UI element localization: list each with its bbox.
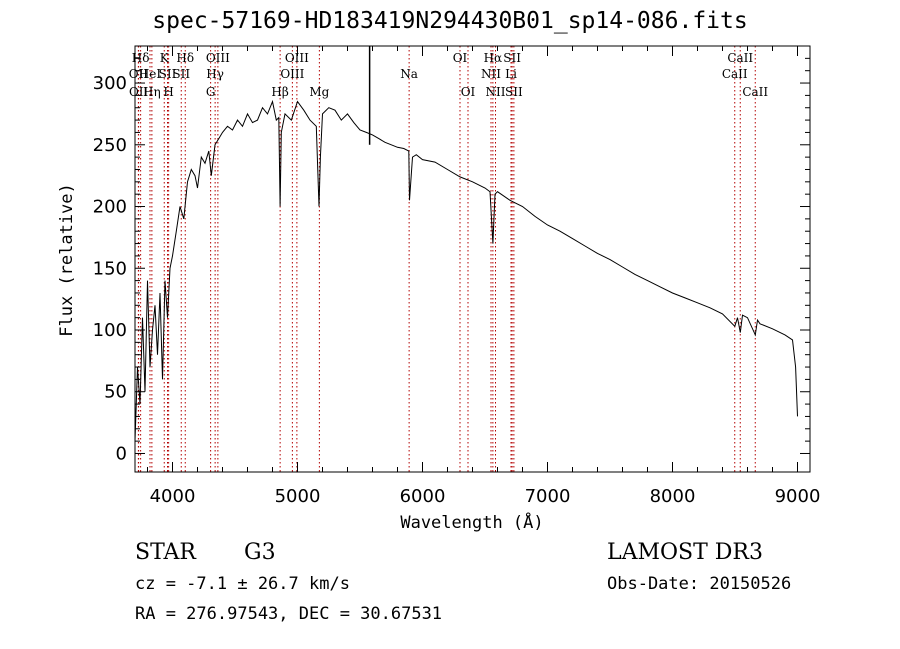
plot-frame <box>134 45 811 473</box>
line-marker-label-9: SII <box>172 67 190 81</box>
x-tick-label-1: 5000 <box>275 486 321 507</box>
line-marker-label-10: OIII <box>206 51 230 65</box>
y-tick-label-6: 300 <box>93 73 127 94</box>
line-marker-label-0: Hδ <box>132 51 150 65</box>
line-marker-label-17: Na <box>400 67 418 81</box>
axis-tick-labels-layer: 4000 5000 6000 7000 8000 9000 0 50 100 150 200 250 3… <box>93 73 821 507</box>
line-marker-label-11: Hγ <box>206 67 224 81</box>
observation-date: Obs-Date: 20150526 <box>607 574 792 594</box>
x-tick-label-2: 6000 <box>400 486 446 507</box>
line-marker-label-21: NII <box>481 67 501 81</box>
line-marker-label-24: Li <box>505 67 517 81</box>
x-tick-label-3: 7000 <box>525 486 571 507</box>
x-tick-label-0: 4000 <box>150 486 196 507</box>
line-marker-label-4: Hη <box>143 85 161 99</box>
line-marker-label-23: SII <box>503 51 521 65</box>
y-tick-label-3: 150 <box>93 258 127 279</box>
x-tick-label-5: 9000 <box>775 486 821 507</box>
line-marker-label-28: CaII <box>742 85 768 99</box>
line-marker-label-7: H <box>163 85 173 99</box>
line-marker-label-22: NII <box>486 85 506 99</box>
flux-series-line <box>134 99 798 442</box>
y-tick-label-0: 0 <box>116 443 127 464</box>
x-tick-label-4: 8000 <box>650 486 696 507</box>
line-marker-label-19: OI <box>461 85 476 99</box>
line-marker-label-3: HeI <box>139 67 162 81</box>
line-markers-layer <box>137 46 756 472</box>
line-marker-label-18: OI <box>453 51 468 65</box>
chart-title: spec-57169-HD183419N294430B01_sp14-086.f… <box>152 8 748 34</box>
line-marker-label-27: CaII <box>722 67 748 81</box>
x-axis-label: Wavelength (Å) <box>400 511 543 533</box>
line-marker-label-14: OIII <box>285 51 309 65</box>
y-axis-label: Flux (relative) <box>57 183 77 337</box>
line-marker-label-16: Mg <box>309 85 329 99</box>
object-subclass: G3 <box>244 540 276 565</box>
line-marker-label-20: Hα <box>484 51 503 65</box>
line-marker-label-8: Hδ <box>176 51 194 65</box>
line-marker-label-2: OII <box>129 85 149 99</box>
line-marker-label-13: Hβ <box>271 85 288 99</box>
y-tick-label-4: 200 <box>93 197 127 218</box>
line-marker-label-12: G <box>206 85 216 99</box>
y-tick-label-2: 100 <box>93 320 127 341</box>
survey-name: LAMOST DR3 <box>607 540 763 565</box>
line-marker-label-1: OII <box>129 67 149 81</box>
line-marker-label-26: CaII <box>727 51 753 65</box>
coordinates: RA = 276.97543, DEC = 30.67531 <box>135 604 443 624</box>
line-marker-label-15: OIII <box>280 67 304 81</box>
line-marker-label-25: SII <box>505 85 523 99</box>
line-marker-label-5: K <box>160 51 170 65</box>
y-tick-label-1: 50 <box>104 382 127 403</box>
redshift-velocity: cz = -7.1 ± 26.7 km/s <box>135 574 350 594</box>
object-class: STAR <box>135 540 196 565</box>
line-marker-label-6: SII <box>159 67 177 81</box>
axis-ticks-layer <box>135 46 810 472</box>
y-tick-label-5: 250 <box>93 135 127 156</box>
